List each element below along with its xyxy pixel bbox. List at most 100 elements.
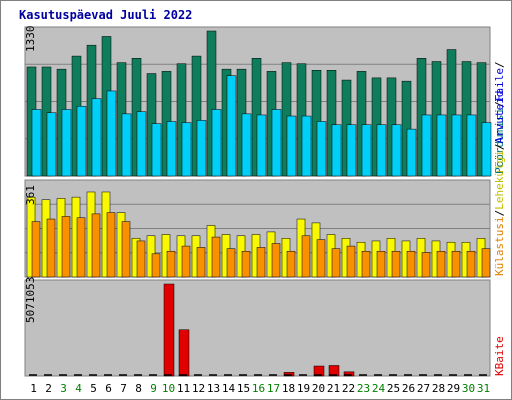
x-tick-label: 8 <box>135 382 142 395</box>
bar-kulastusi-day-25 <box>391 250 401 278</box>
legend-sep-1: / <box>493 101 506 108</box>
bar-kulastusi-day-8 <box>136 240 146 278</box>
bar-kulastusi-day-6 <box>106 212 116 278</box>
x-tick-label: 24 <box>372 382 386 395</box>
bar-kulastusi-day-29 <box>451 250 461 278</box>
bar-kbaite-day-20 <box>313 365 325 377</box>
x-tick-label: 4 <box>75 382 82 395</box>
bar-faile-day-31 <box>481 122 492 177</box>
bar-faile-day-12 <box>196 120 207 177</box>
legend-kbaite: KBaite <box>493 336 506 376</box>
bar-faile-day-25 <box>391 124 402 177</box>
bar-faile-day-29 <box>451 114 462 177</box>
bar-faile-day-27 <box>421 114 432 177</box>
bar-faile-day-6 <box>106 90 117 177</box>
bar-faile-day-24 <box>376 124 387 177</box>
bar-poordumisi-day-21 <box>326 69 337 177</box>
bar-poordumisi-day-23 <box>356 71 367 177</box>
bar-kbaite-day-18 <box>283 372 295 377</box>
x-tick-label: 12 <box>192 382 205 395</box>
legend-poordumisi: Pöördumisi <box>493 108 506 174</box>
bar-kulastusi-day-16 <box>256 247 266 278</box>
x-tick-label: 3 <box>60 382 67 395</box>
bar-poordumisi-day-26 <box>401 80 412 177</box>
legend-faile: Faile <box>493 68 506 101</box>
plot-area <box>24 279 491 377</box>
legend-sep-2: / <box>493 61 506 68</box>
bar-kbaite-day-21 <box>328 365 340 377</box>
bar-kulastusi-day-18 <box>286 250 296 278</box>
x-tick-label: 17 <box>267 382 280 395</box>
bar-kulastusi-day-5 <box>91 213 101 278</box>
bar-faile-day-1 <box>31 109 42 177</box>
bar-faile-day-9 <box>151 123 162 177</box>
bar-kulastusi-day-21 <box>331 248 341 278</box>
bar-faile-day-20 <box>316 121 327 177</box>
bar-faile-day-5 <box>91 98 102 177</box>
bar-kulastusi-day-1 <box>31 221 41 278</box>
x-tick-label: 29 <box>447 382 460 395</box>
bar-poordumisi-day-12 <box>191 55 202 177</box>
x-tick-label: 16 <box>252 382 265 395</box>
bar-kulastusi-day-27 <box>421 252 431 278</box>
bar-poordumisi-day-31 <box>476 62 487 177</box>
bar-faile-day-10 <box>166 121 177 177</box>
bar-kulastusi-day-23 <box>361 250 371 278</box>
legend-lehekulgi: Lehekülgi <box>493 150 506 210</box>
bar-faile-day-3 <box>61 109 72 177</box>
legend-sep-4: / <box>493 144 506 151</box>
bar-kulastusi-day-15 <box>241 250 251 278</box>
bar-kulastusi-day-14 <box>226 248 236 278</box>
bar-faile-day-7 <box>121 113 132 177</box>
legend-arvuteid: Arvuteid <box>493 91 506 144</box>
x-tick-label: 31 <box>477 382 490 395</box>
bar-kbaite-day-10 <box>163 283 175 377</box>
x-tick-label: 30 <box>462 382 475 395</box>
x-tick-label: 19 <box>297 382 310 395</box>
bar-faile-day-14 <box>226 75 237 177</box>
x-tick-label: 25 <box>387 382 400 395</box>
bar-kulastusi-day-26 <box>406 250 416 278</box>
bar-kulastusi-day-11 <box>181 245 191 278</box>
bar-faile-day-30 <box>466 114 477 177</box>
middle-max-label: 361 <box>24 185 37 205</box>
bar-faile-day-8 <box>136 111 147 177</box>
x-tick-label: 7 <box>120 382 127 395</box>
x-tick-label: 13 <box>207 382 220 395</box>
top-max-label: 1330 <box>24 26 37 53</box>
bar-kulastusi-day-17 <box>271 243 281 278</box>
bar-kulastusi-day-9 <box>151 253 161 278</box>
bar-kulastusi-day-20 <box>316 239 326 278</box>
x-tick-label: 6 <box>105 382 112 395</box>
x-tick-label: 28 <box>432 382 445 395</box>
bar-faile-day-15 <box>241 113 252 177</box>
x-tick-label: 23 <box>357 382 370 395</box>
bar-kulastusi-day-2 <box>46 218 56 278</box>
bar-faile-day-11 <box>181 122 192 177</box>
panel-bottom <box>24 279 491 377</box>
bar-kulastusi-day-10 <box>166 250 176 278</box>
x-axis-labels: 1 2 3 4 5 6 7 8 9 10 11 12 13 14 15 16 17 18 19 20 21 22 23 24 2… <box>30 382 490 395</box>
bar-kulastusi-day-7 <box>121 221 131 278</box>
bar-kulastusi-day-31 <box>481 248 491 278</box>
x-tick-label: 27 <box>417 382 430 395</box>
bar-kulastusi-day-30 <box>466 250 476 278</box>
x-tick-label: 9 <box>150 382 157 395</box>
bar-faile-day-28 <box>436 114 447 177</box>
bar-kulastusi-day-19 <box>301 235 311 278</box>
x-tick-label: 1 <box>30 382 37 395</box>
top-right-legend: Pöördumisi/Faile/ <box>493 61 506 174</box>
bar-faile-day-16 <box>256 114 267 177</box>
panel-top <box>24 26 492 177</box>
bar-kulastusi-day-4 <box>76 217 86 278</box>
x-tick-label: 20 <box>312 382 325 395</box>
bar-faile-day-26 <box>406 128 417 177</box>
bar-kulastusi-day-24 <box>376 250 386 278</box>
bar-kulastusi-day-22 <box>346 245 356 278</box>
bottom-max-label: 5071053 <box>24 277 37 323</box>
x-tick-label: 14 <box>222 382 236 395</box>
legend-kulastusi: Külastusi <box>493 216 506 276</box>
middle-right-legend: Külastusi/Lehekülgi/Arvuteid <box>493 91 506 276</box>
bar-faile-day-22 <box>346 124 357 177</box>
